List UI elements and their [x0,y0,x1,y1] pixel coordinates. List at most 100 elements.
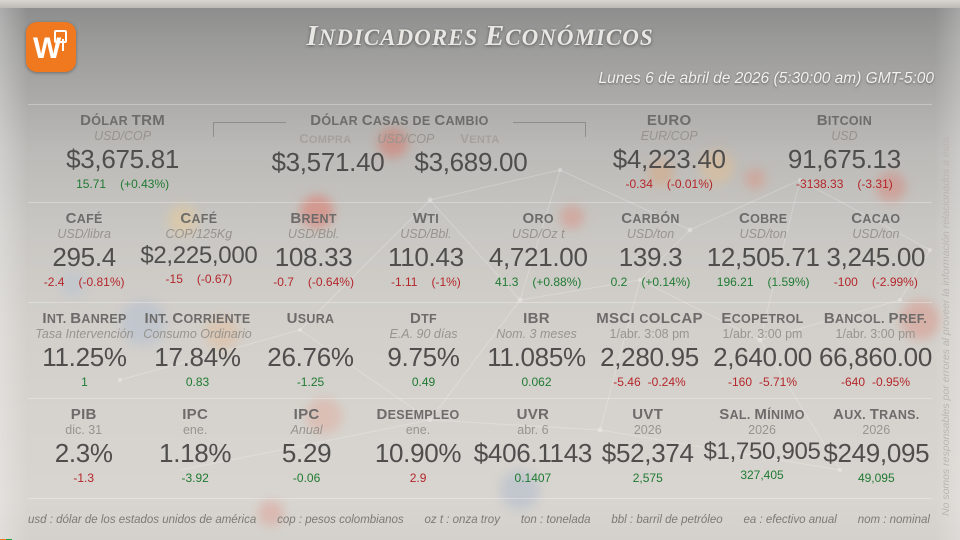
indicator-euro[interactable]: EURO EUR/COP $4,223.40 -0.34 (-0.01%) [582,112,757,191]
indicator-ipc[interactable]: IPC Anual 5.29 -0.06 [251,406,362,485]
indicator-cacao[interactable]: CACAO USD/ton 3,245.00 -100 (-2.99%) [820,210,932,289]
indicator-value: 11.25% [42,342,127,372]
indicator-uvt[interactable]: UVT 2026 $52,374 2,575 [592,406,703,485]
indicator-msci-colcap[interactable]: MSCI COLCAP 1/abr. 3:08 pm 2,280.95 -5.46 -0… [593,310,706,389]
disclaimer-text: No somos responsables por errores al pro… [940,134,952,516]
indicator-value: 5.29 [281,438,332,468]
indicator-delta: 0.83 [141,375,254,389]
delta-change: 0.83 [185,375,210,389]
delta-change: -100 [833,275,858,289]
indicator-bitcoin[interactable]: BITCOIN USD 91,675.13 -3138.33 (-3.31) [757,112,932,191]
indicator-unit: USD/ton [626,227,675,241]
indicator-value: $3,675.81 [66,144,180,174]
indicator-label: IBR [523,310,550,327]
indicator-cobre[interactable]: COBRE USD/ton 12,505.71 196.21 (1.59%) [707,210,820,289]
indicator-delta: 41.3 (+0.88%) [482,275,594,289]
brand-logo[interactable]: W [26,22,76,72]
indicator-delta: -2.4 (-0.81%) [28,275,140,289]
row-separator [28,202,932,203]
indicator-desempleo[interactable]: DESEMPLEO ene. 10.90% 2.9 [362,406,473,485]
indicator-value: $1,750,905 [703,438,821,465]
delta-change: 327,405 [740,468,784,482]
legend-item: ton : tonelada [520,514,591,526]
indicator-usura[interactable]: USURA 26.76% -1.25 [254,310,367,389]
delta-change: 196.21 [716,275,754,289]
indicator-unit: Nom. 3 meses [496,327,577,341]
indicator-value: 2,280.95 [600,342,699,372]
indicator-dolar-casas-de-cambio[interactable]: DÓLAR CASAS DE CAMBIO COMPRA USD/COP VEN… [213,112,586,191]
indicator-delta: -1.11 (-1%) [370,275,482,289]
indicator-delta: -0.06 [251,471,362,485]
indicator-aux-trans[interactable]: AUX. TRANS. 2026 $249,095 49,095 [821,406,932,485]
indicator-value: 91,675.13 [787,144,901,174]
indicator-delta: 15.71 (+0.43%) [28,177,217,191]
delta-change: 0.062 [521,375,552,389]
indicator-sal-m-nimo[interactable]: SAL. MÍNIMO 2026 $1,750,905 327,405 [703,406,820,485]
indicator-value: 12,505.71 [706,242,820,272]
indicator-unit: 2026 [862,423,891,437]
indicator-ipc[interactable]: IPC ene. 1.18% -3.92 [139,406,250,485]
indicator-brent[interactable]: BRENT USD/Bbl. 108.33 -0.7 (-0.64%) [257,210,369,289]
row-rates-and-stocks: INT. BANREP Tasa Intervención 11.25% 1 INT. … [28,310,932,389]
bracket-left [213,122,287,137]
indicator-unit: USD/Bbl. [400,227,452,241]
indicator-oro[interactable]: ORO USD/Oz t 4,721.00 41.3 (+0.88%) [482,210,594,289]
delta-change: 2,575 [632,471,663,485]
indicator-label: COBRE [738,210,788,227]
indicator-delta: -1.3 [28,471,139,485]
indicator-label: BANCOL. PREF. [823,310,928,327]
indicator-unit: 1/abr. 3:08 pm [609,327,690,341]
delta-percent: (-0.64%) [307,275,354,289]
indicator-caf[interactable]: CAFÉ COP/125Kg $2,225,000 -15 (-0.67) [140,210,257,289]
indicator-value: 295.4 [52,242,116,272]
legend-item: oz t : onza troy [424,514,500,526]
indicator-int-banrep[interactable]: INT. BANREP Tasa Intervención 11.25% 1 [28,310,141,389]
indicator-value: $406.1143 [473,438,593,468]
corner-marks [0,533,14,540]
indicator-value: 1.18% [159,438,232,468]
indicator-wti[interactable]: WTI USD/Bbl. 110.43 -1.11 (-1%) [370,210,482,289]
delta-percent: (-3.31) [857,177,893,191]
indicator-delta: 2,575 [592,471,703,485]
left-frame-highlight [0,8,28,540]
indicator-delta: 49,095 [821,471,932,485]
indicator-label: BITCOIN [816,112,873,129]
indicator-uvr[interactable]: UVR abr. 6 $406.1143 0.1407 [473,406,593,485]
row-commodities: CAFÉ USD/libra 295.4 -2.4 (-0.81%) CAFÉ COP/12… [28,210,932,289]
delta-change: -160 [727,375,752,389]
delta-percent: (-0.81%) [78,275,125,289]
indicator-label: DÓLAR CASAS DE CAMBIO [310,112,489,129]
row-macro: PIB dic. 31 2.3% -1.3 IPC ene. 1.18% -3.92 IPC An… [28,406,932,485]
indicator-delta: -3138.33 (-3.31) [757,177,932,191]
indicator-unit: USD [831,129,858,143]
indicator-int-corriente[interactable]: INT. CORRIENTE Consumo Ordinario 17.84% 0.8… [141,310,254,389]
indicator-label: DÓLAR TRM [80,112,166,129]
indicator-bancol-pref[interactable]: BANCOL. PREF. 1/abr. 3:00 pm 66,860.00 -640… [819,310,932,389]
indicator-value: $52,374 [601,438,694,468]
indicator-ecopetrol[interactable]: ECOPETROL 1/abr. 3:00 pm 2,640.00 -160 -5.71… [706,310,819,389]
indicator-label: INT. BANREP [42,310,127,327]
page-title-i: I [306,20,319,52]
top-edge-bar [0,0,960,8]
indicator-unit: Anual [290,423,323,437]
indicator-dtf[interactable]: DTF E.A. 90 días 9.75% 0.49 [367,310,480,389]
indicator-delta: 0.062 [480,375,593,389]
indicator-label: DESEMPLEO [376,406,460,423]
row-separator [28,302,932,303]
indicator-delta: -15 (-0.67) [140,272,257,286]
indicator-dolar-trm[interactable]: DÓLAR TRM USD/COP $3,675.81 15.71 (+0.43… [28,112,217,191]
delta-change: -5.46 [613,375,641,389]
indicator-unit: ene. [182,423,208,437]
row-separator [28,498,932,499]
indicator-pib[interactable]: PIB dic. 31 2.3% -1.3 [28,406,139,485]
indicator-delta: 196.21 (1.59%) [707,275,820,289]
legend-item: bbl : barril de petróleo [611,514,723,526]
indicator-carb-n[interactable]: CARBÓN USD/ton 139.3 0.2 (+0.14%) [594,210,706,289]
delta-percent: (-1%) [431,275,461,289]
indicator-ibr[interactable]: IBR Nom. 3 meses 11.085% 0.062 [480,310,593,389]
indicator-caf[interactable]: CAFÉ USD/libra 295.4 -2.4 (-0.81%) [28,210,140,289]
indicator-delta: 2.9 [362,471,473,485]
casas-title-row: DÓLAR CASAS DE CAMBIO [213,112,586,137]
